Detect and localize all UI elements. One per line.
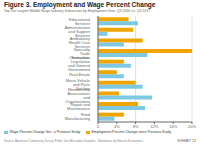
svg-text:20%: 20%: [188, 124, 192, 129]
svg-text:16%: 16%: [169, 124, 177, 129]
svg-text:Executive,Legislationand Gener: Executive,Legislationand GeneralGovernme…: [68, 55, 91, 72]
svg-text:Real Estate: Real Estate: [69, 72, 90, 77]
svg-text:4%: 4%: [114, 124, 120, 129]
svg-text:0: 0: [97, 124, 100, 129]
svg-text:8%: 8%: [133, 124, 139, 129]
svg-text:Repair andMaintenance: Repair andMaintenance: [67, 102, 91, 111]
svg-text:FoodManufacturing: FoodManufacturing: [65, 112, 90, 121]
svg-text:Motor Vehicleand PartsDealers: Motor Vehicleand PartsDealers: [66, 78, 91, 91]
svg-text:12%: 12%: [150, 124, 158, 129]
svg-text:SpecialtyTradeContractors: SpecialtyTradeContractors: [69, 47, 90, 60]
